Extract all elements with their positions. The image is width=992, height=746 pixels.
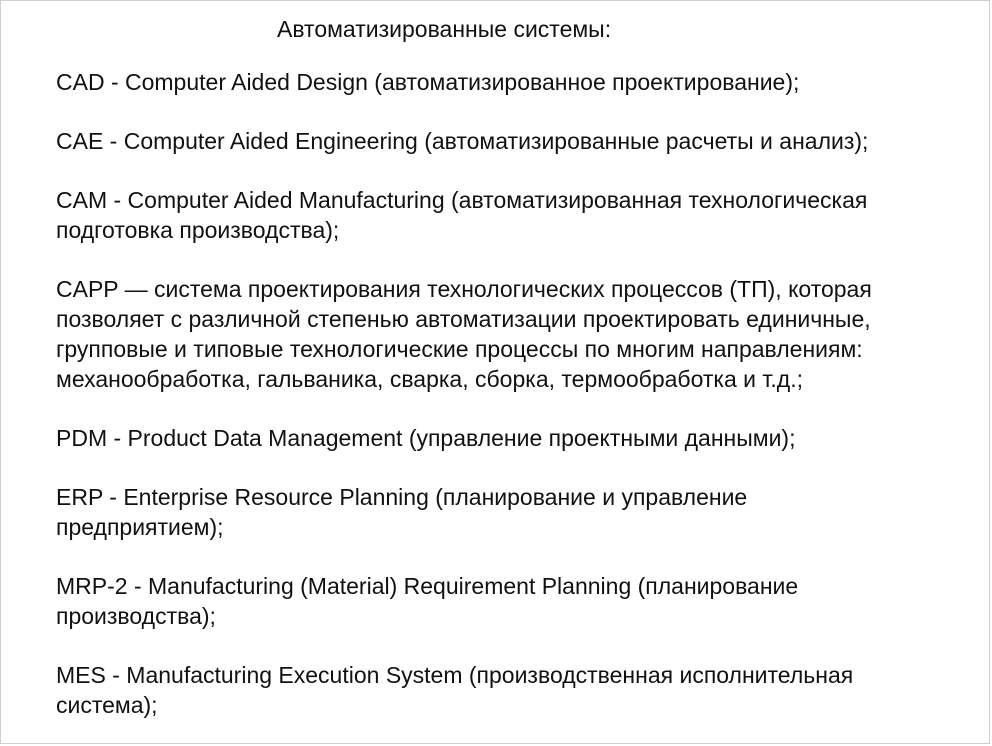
list-item-mrp2: MRP-2 - Manufacturing (Material) Require… bbox=[56, 573, 799, 629]
list-item-mes: MES - Manufacturing Execution System (пр… bbox=[56, 662, 854, 718]
list-item-cam: CAM - Computer Aided Manufacturing (авто… bbox=[56, 187, 868, 243]
slide-title: Автоматизированные системы: bbox=[277, 16, 612, 42]
list-item-pdm: PDM - Product Data Management (управлени… bbox=[56, 425, 796, 451]
list-item-cad: CAD - Computer Aided Design (автоматизир… bbox=[56, 69, 800, 95]
systems-list: CAD - Computer Aided Design (автоматизир… bbox=[56, 67, 956, 746]
list-item-erp: ERP - Enterprise Resource Planning (план… bbox=[56, 484, 748, 540]
list-item-cae: CAE - Computer Aided Engineering (автома… bbox=[56, 128, 869, 154]
list-item-capp: CAPP — система проектирования технологич… bbox=[56, 276, 872, 392]
